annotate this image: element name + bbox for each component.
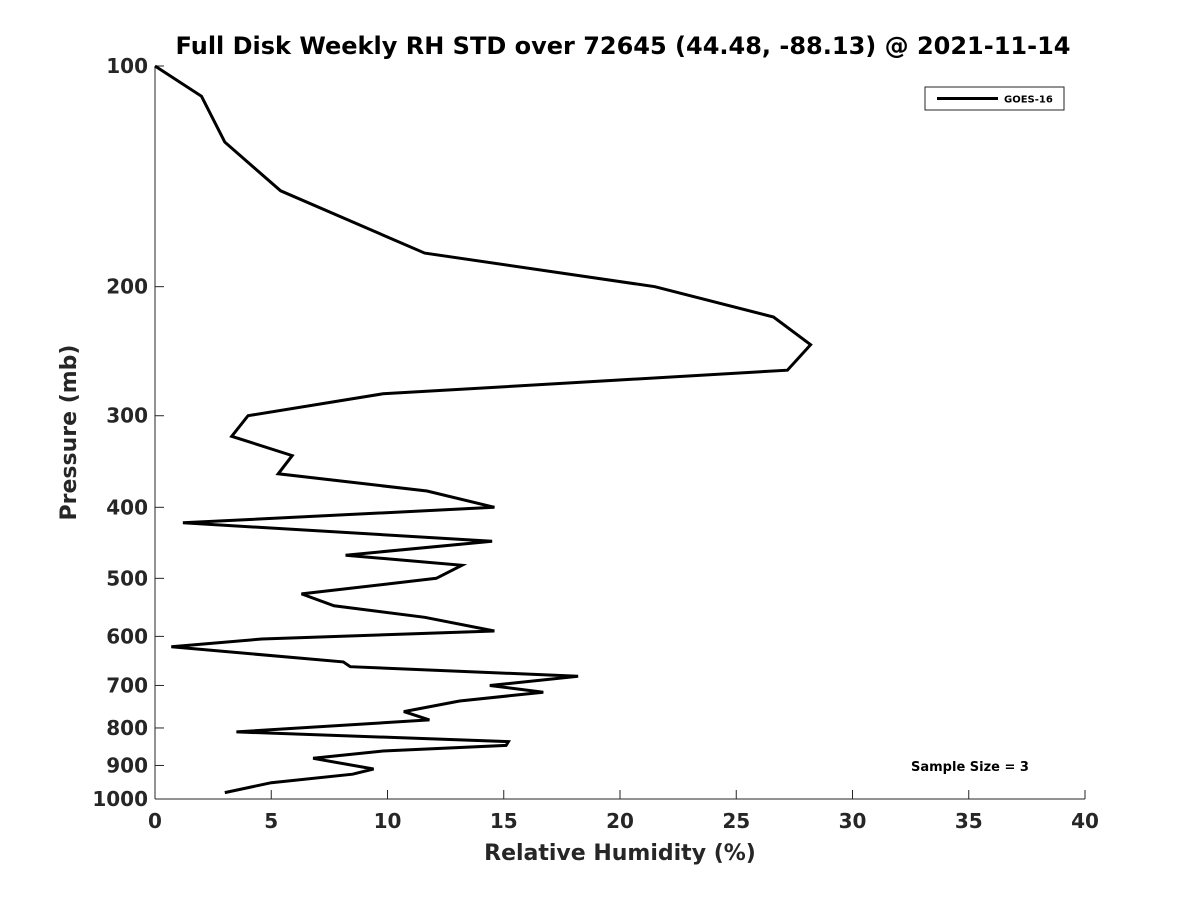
y-tick-label: 600 — [106, 624, 148, 648]
y-tick-label: 900 — [106, 753, 148, 777]
y-tick-label: 700 — [106, 673, 148, 697]
x-tick-label: 25 — [722, 809, 750, 833]
y-tick-label: 300 — [106, 404, 148, 428]
series-group — [154, 64, 813, 795]
y-tick-label: 1000 — [92, 787, 148, 811]
sample-size-annotation: Sample Size = 3 — [911, 760, 1029, 775]
tick-group: 0 5 10 15 20 25 30 35 40 100 200 300 400 500 600 700 800… — [92, 54, 1099, 833]
y-tick-label: 500 — [106, 566, 148, 590]
y-axis-label: Pressure (mb) — [57, 345, 82, 521]
y-tick-label: 800 — [106, 716, 148, 740]
y-tick-label: 100 — [106, 54, 148, 78]
axes — [154, 66, 1085, 800]
x-tick-label: 20 — [606, 809, 634, 833]
x-tick-label: 5 — [264, 809, 278, 833]
x-tick-label: 35 — [955, 809, 983, 833]
legend-label: GOES-16 — [1004, 95, 1053, 106]
x-tick-label: 10 — [374, 809, 402, 833]
y-tick-label: 200 — [106, 275, 148, 299]
x-tick-label: 40 — [1071, 809, 1099, 833]
legend: GOES-16 — [924, 86, 1065, 111]
chart-title: Full Disk Weekly RH STD over 72645 (44.4… — [176, 32, 1071, 60]
x-tick-label: 0 — [148, 809, 162, 833]
x-tick-label: 30 — [839, 809, 867, 833]
x-axis-label: Relative Humidity (%) — [484, 841, 756, 866]
series-line-1 — [154, 64, 813, 795]
y-tick-label: 400 — [106, 495, 148, 519]
x-tick-label: 15 — [490, 809, 518, 833]
